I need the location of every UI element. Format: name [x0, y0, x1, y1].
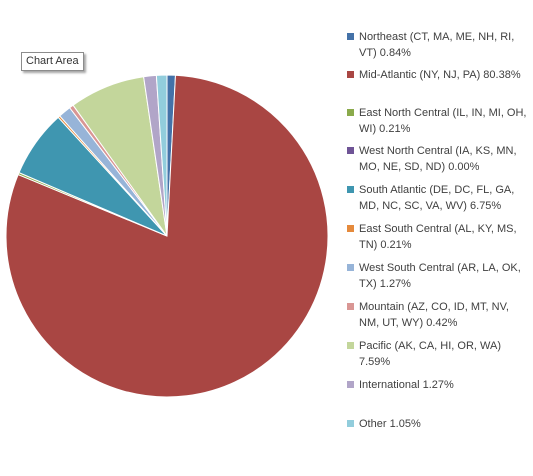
legend: Northeast (CT, MA, ME, NH, RI, VT) 0.84%…: [347, 0, 533, 476]
legend-swatch: [347, 303, 354, 310]
legend-label: West North Central (IA, KS, MN, MO, NE, …: [359, 145, 517, 173]
chart-area-tooltip: Chart Area: [21, 52, 84, 71]
legend-label: East South Central (AL, KY, MS, TN) 0.21…: [359, 223, 517, 251]
legend-item: Mountain (AZ, CO, ID, MT, NV, NM, UT, WY…: [347, 300, 527, 331]
legend-item: West South Central (AR, LA, OK, TX) 1.27…: [347, 261, 527, 292]
legend-item: Other 1.05%: [347, 417, 527, 433]
legend-label: Other 1.05%: [359, 418, 421, 430]
legend-label: South Atlantic (DE, DC, FL, GA, MD, NC, …: [359, 184, 515, 212]
legend-label: Mid-Atlantic (NY, NJ, PA) 80.38%: [359, 69, 521, 81]
legend-item: International 1.27%: [347, 378, 527, 394]
legend-swatch: [347, 264, 354, 271]
legend-label: West South Central (AR, LA, OK, TX) 1.27…: [359, 262, 521, 290]
legend-swatch: [347, 109, 354, 116]
legend-swatch: [347, 225, 354, 232]
legend-item: South Atlantic (DE, DC, FL, GA, MD, NC, …: [347, 183, 527, 214]
legend-swatch: [347, 71, 354, 78]
legend-item: West North Central (IA, KS, MN, MO, NE, …: [347, 144, 527, 175]
pie-slice-10[interactable]: [155, 74, 168, 237]
legend-item: Northeast (CT, MA, ME, NH, RI, VT) 0.84%: [347, 30, 527, 61]
legend-swatch: [347, 420, 354, 427]
legend-swatch: [347, 147, 354, 154]
legend-item: Pacific (AK, CA, HI, OR, WA) 7.59%: [347, 339, 527, 370]
legend-label: Northeast (CT, MA, ME, NH, RI, VT) 0.84%: [359, 31, 515, 59]
legend-swatch: [347, 381, 354, 388]
legend-label: Pacific (AK, CA, HI, OR, WA) 7.59%: [359, 340, 501, 368]
legend-swatch: [347, 342, 354, 349]
legend-item: Mid-Atlantic (NY, NJ, PA) 80.38%: [347, 68, 527, 84]
legend-label: East North Central (IL, IN, MI, OH, WI) …: [359, 107, 527, 135]
legend-item: East North Central (IL, IN, MI, OH, WI) …: [347, 106, 527, 137]
legend-label: International 1.27%: [359, 379, 454, 391]
legend-label: Mountain (AZ, CO, ID, MT, NV, NM, UT, WY…: [359, 301, 509, 329]
legend-item: East South Central (AL, KY, MS, TN) 0.21…: [347, 222, 527, 253]
legend-swatch: [347, 33, 354, 40]
legend-swatch: [347, 186, 354, 193]
